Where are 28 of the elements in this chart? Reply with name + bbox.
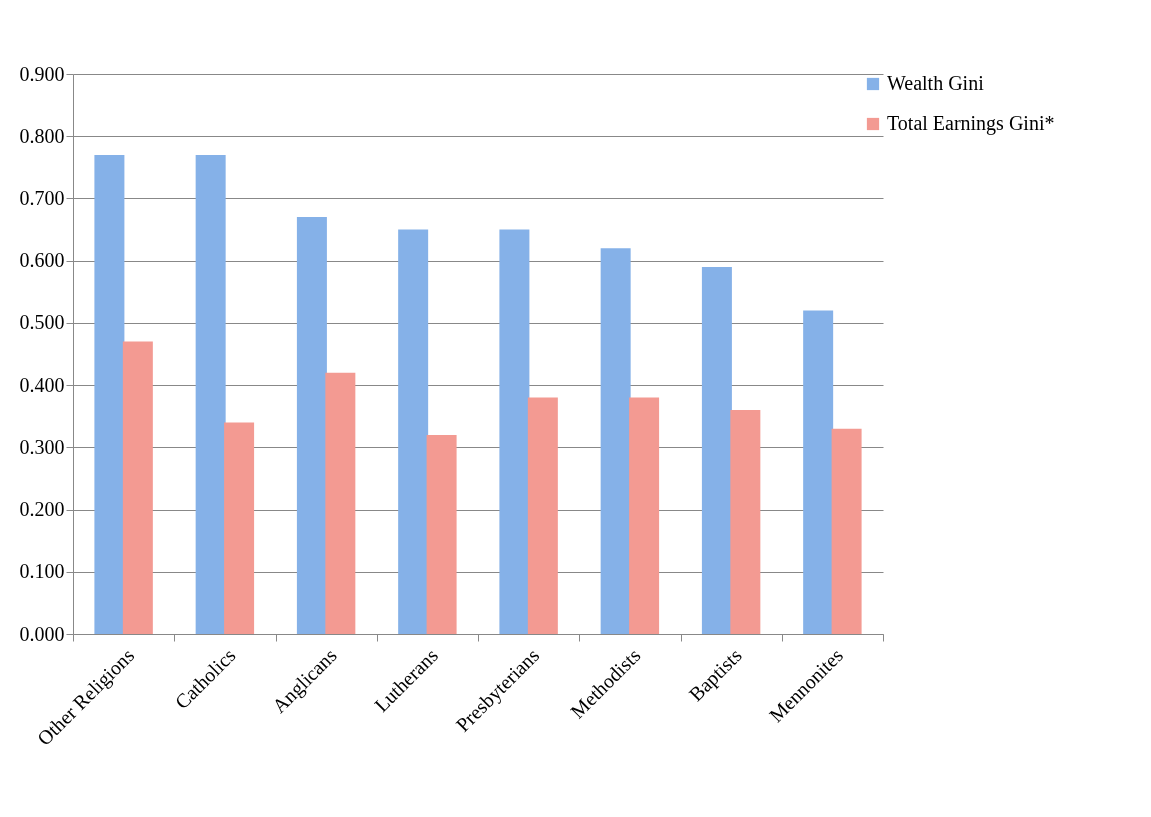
y-tick-label: 0.500: [19, 311, 65, 334]
bar: [296, 217, 327, 634]
bar: [94, 154, 125, 634]
y-tick-label: 0.400: [19, 373, 65, 396]
bar: [122, 341, 153, 634]
bar: [195, 154, 226, 634]
bar: [831, 428, 862, 634]
bar: [224, 422, 255, 634]
bar: [701, 266, 732, 634]
bar: [527, 397, 558, 634]
bar: [629, 397, 660, 634]
y-tick-label: 0.700: [19, 186, 65, 209]
y-tick-label: 0.200: [19, 498, 65, 521]
y-tick-label: 0.600: [19, 249, 65, 272]
bar: [730, 410, 761, 634]
bar: [398, 229, 429, 634]
y-tick-label: 0.800: [19, 124, 65, 147]
y-tick-label: 0.300: [19, 435, 65, 458]
y-tick-label: 0.000: [19, 622, 65, 645]
bar: [600, 248, 631, 634]
bar: [803, 310, 834, 634]
bar: [499, 229, 530, 634]
y-tick-label: 0.100: [19, 560, 65, 583]
bar: [426, 434, 457, 634]
legend-label: Total Earnings Gini*: [887, 112, 1055, 135]
bar: [325, 372, 356, 634]
y-tick-label: 0.900: [19, 62, 65, 85]
legend-label: Wealth Gini: [887, 72, 985, 94]
